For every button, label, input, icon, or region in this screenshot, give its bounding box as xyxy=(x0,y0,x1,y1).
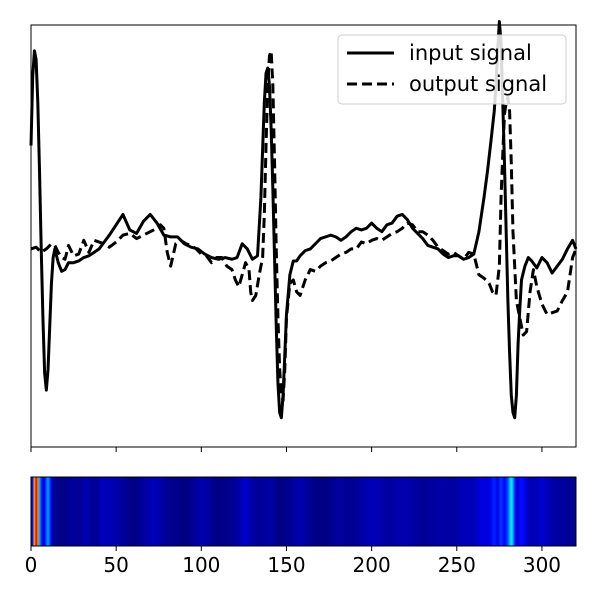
legend-box xyxy=(337,34,567,105)
heatmap-x-ticks: 0 50 100 150 200 250 300 xyxy=(25,546,561,577)
x-tick-label-50: 50 xyxy=(103,553,128,577)
legend-label-output-signal: output signal xyxy=(409,72,547,96)
x-tick-label-250: 250 xyxy=(438,553,476,577)
signal-x-ticks xyxy=(30,447,543,452)
legend: input signal output signal xyxy=(337,34,567,105)
series-line-output-signal xyxy=(30,49,578,402)
x-tick-label-0: 0 xyxy=(25,553,38,577)
signal-chart: input signal output signal xyxy=(29,20,578,452)
x-tick-label-100: 100 xyxy=(182,553,220,577)
x-tick-label-150: 150 xyxy=(267,553,305,577)
attention-heatmap: 0 50 100 150 200 250 300 xyxy=(25,476,577,577)
x-tick-label-300: 300 xyxy=(523,553,561,577)
heatmap-frame xyxy=(30,476,577,547)
x-tick-label-200: 200 xyxy=(353,553,391,577)
heatmap-strip xyxy=(31,477,576,546)
signal-lines xyxy=(29,20,578,420)
legend-label-input-signal: input signal xyxy=(409,41,532,65)
